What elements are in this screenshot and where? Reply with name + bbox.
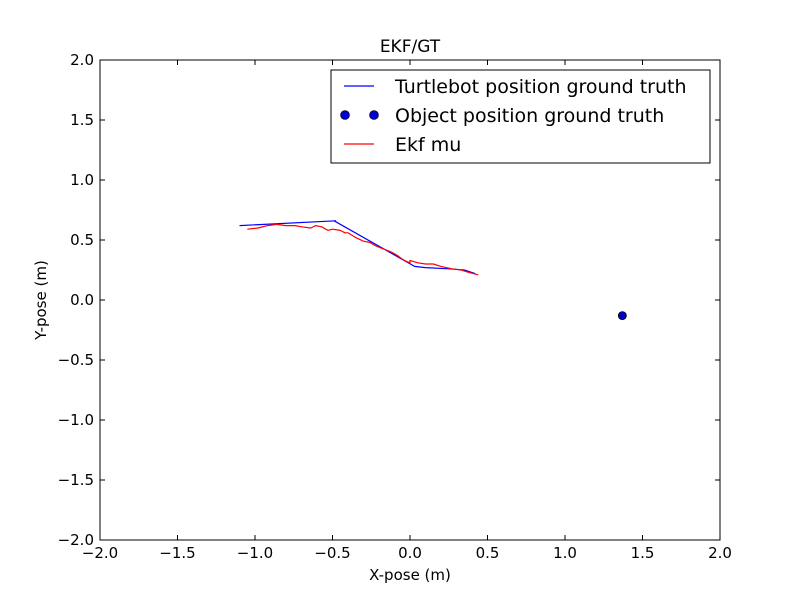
x-tick-label: −0.5 xyxy=(314,544,350,562)
y-tick-label: −2.0 xyxy=(58,531,94,549)
x-tick-label: 0.5 xyxy=(476,544,500,562)
legend-label-object: Object position ground truth xyxy=(395,105,664,127)
x-tick-label: 1.5 xyxy=(631,544,655,562)
series-layer xyxy=(239,220,627,321)
ticks-layer: −2.0 −1.5 −1.0 −0.5 0.0 0.5 1.0 1.5 2.0 −2.0 −1.5 −… xyxy=(58,51,732,562)
y-tick-label: 0.0 xyxy=(70,291,94,309)
x-tick-label: 1.0 xyxy=(553,544,577,562)
x-axis-label: X-pose (m) xyxy=(369,566,451,584)
x-tick-label: −2.0 xyxy=(82,544,118,562)
legend-marker-object-2 xyxy=(369,110,379,120)
x-tick-label: −1.5 xyxy=(159,544,195,562)
y-tick-label: −0.5 xyxy=(58,351,94,369)
legend-marker-object-1 xyxy=(340,110,350,120)
legend-label-ekf: Ekf mu xyxy=(395,134,461,156)
y-tick-label: 2.0 xyxy=(70,51,94,69)
y-tick-label: −1.5 xyxy=(58,471,94,489)
y-tick-label: 1.5 xyxy=(70,111,94,129)
legend: Turtlebot position ground truth Object p… xyxy=(330,69,711,164)
y-tick-label: 0.5 xyxy=(70,231,94,249)
y-tick-label: 1.0 xyxy=(70,171,94,189)
object-position-marker xyxy=(617,311,627,321)
x-tick-label: 0.0 xyxy=(398,544,422,562)
y-axis-label: Y-pose (m) xyxy=(32,260,50,341)
x-tick-label: −1.0 xyxy=(237,544,273,562)
legend-box xyxy=(330,69,711,164)
y-tick-label: −1.0 xyxy=(58,411,94,429)
legend-label-turtlebot: Turtlebot position ground truth xyxy=(394,76,687,98)
x-tick-label: 2.0 xyxy=(708,544,732,562)
series-ekf-mu xyxy=(247,223,479,276)
chart-title: EKF/GT xyxy=(380,37,441,57)
